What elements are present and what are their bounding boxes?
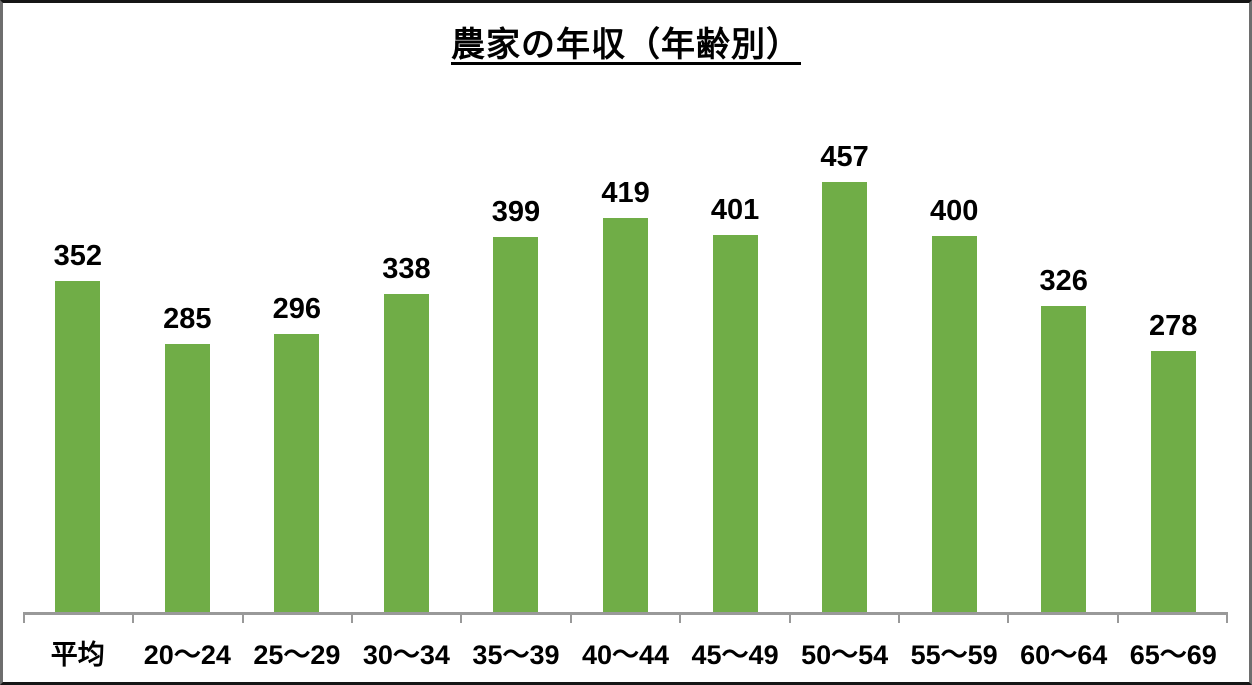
x-axis-label: 25〜29	[253, 639, 341, 670]
x-axis-label: 40〜44	[581, 639, 670, 670]
bar	[493, 237, 539, 612]
bar	[164, 344, 210, 612]
bar-group: 457	[790, 142, 900, 612]
plot-area: 352 285 296 338 399 419 401 457 400 326 278	[23, 142, 1228, 612]
x-axis-tick	[679, 612, 788, 623]
x-axis-label: 60〜64	[1020, 639, 1108, 670]
bar	[383, 294, 429, 612]
bar	[55, 281, 101, 612]
x-axis-label: 65〜69	[1129, 639, 1217, 670]
bar-value-label: 400	[929, 195, 979, 227]
x-axis-label: 55〜59	[910, 639, 998, 670]
x-axis-label: 20〜24	[143, 639, 231, 670]
bar	[931, 236, 977, 612]
bar-group: 419	[571, 142, 681, 612]
bar-value-label: 419	[601, 177, 650, 209]
x-axis-tick	[569, 612, 679, 623]
bar	[712, 235, 758, 612]
x-axis-label: 45〜49	[691, 639, 779, 670]
x-axis-label: 50〜54	[801, 639, 889, 670]
bar-group: 278	[1118, 142, 1228, 612]
bar-group: 399	[461, 142, 571, 612]
x-axis-label: 平均	[50, 639, 105, 670]
bar	[822, 182, 868, 612]
bar-value-label: 326	[1039, 265, 1088, 297]
bar-group: 326	[1009, 142, 1119, 612]
x-axis-tick	[460, 612, 569, 623]
x-axis-tick	[788, 612, 898, 623]
bar-group: 338	[352, 142, 462, 612]
bar	[274, 334, 320, 612]
x-axis-tick	[23, 612, 132, 623]
bar-value-label: 457	[820, 141, 869, 173]
bar-group: 352	[23, 142, 133, 612]
bar-value-label: 401	[710, 194, 760, 226]
bar	[1150, 351, 1196, 612]
x-axis-ticks	[23, 612, 1228, 623]
bar-value-label: 352	[53, 240, 102, 272]
x-axis-tick	[241, 612, 351, 623]
bar-value-label: 296	[272, 293, 322, 325]
bar-value-label: 285	[163, 303, 212, 335]
x-axis-tick	[1116, 612, 1226, 623]
bar-group: 400	[899, 142, 1009, 612]
x-axis-tick	[1007, 612, 1116, 623]
x-axis-labels: 平均 20〜24 25〜29 30〜34 35〜39 40〜44 45〜49 50〜54 55〜…	[23, 629, 1228, 675]
x-axis-line	[23, 612, 1228, 615]
bar-value-label: 338	[382, 253, 431, 285]
bar	[603, 218, 648, 612]
x-axis-tick	[351, 612, 460, 623]
bar-value-label: 399	[491, 196, 541, 228]
bar-group: 401	[680, 142, 790, 612]
bar-group: 296	[242, 142, 352, 612]
x-axis-label: 35〜39	[472, 639, 560, 670]
x-axis-tick	[897, 612, 1007, 623]
bar-value-label: 278	[1149, 310, 1198, 342]
chart-title: 農家の年収（年齢別）	[451, 26, 801, 64]
bar-group: 285	[133, 142, 243, 612]
bar	[1041, 306, 1087, 612]
x-axis-tick	[132, 612, 241, 623]
x-axis-label: 30〜34	[362, 639, 450, 670]
